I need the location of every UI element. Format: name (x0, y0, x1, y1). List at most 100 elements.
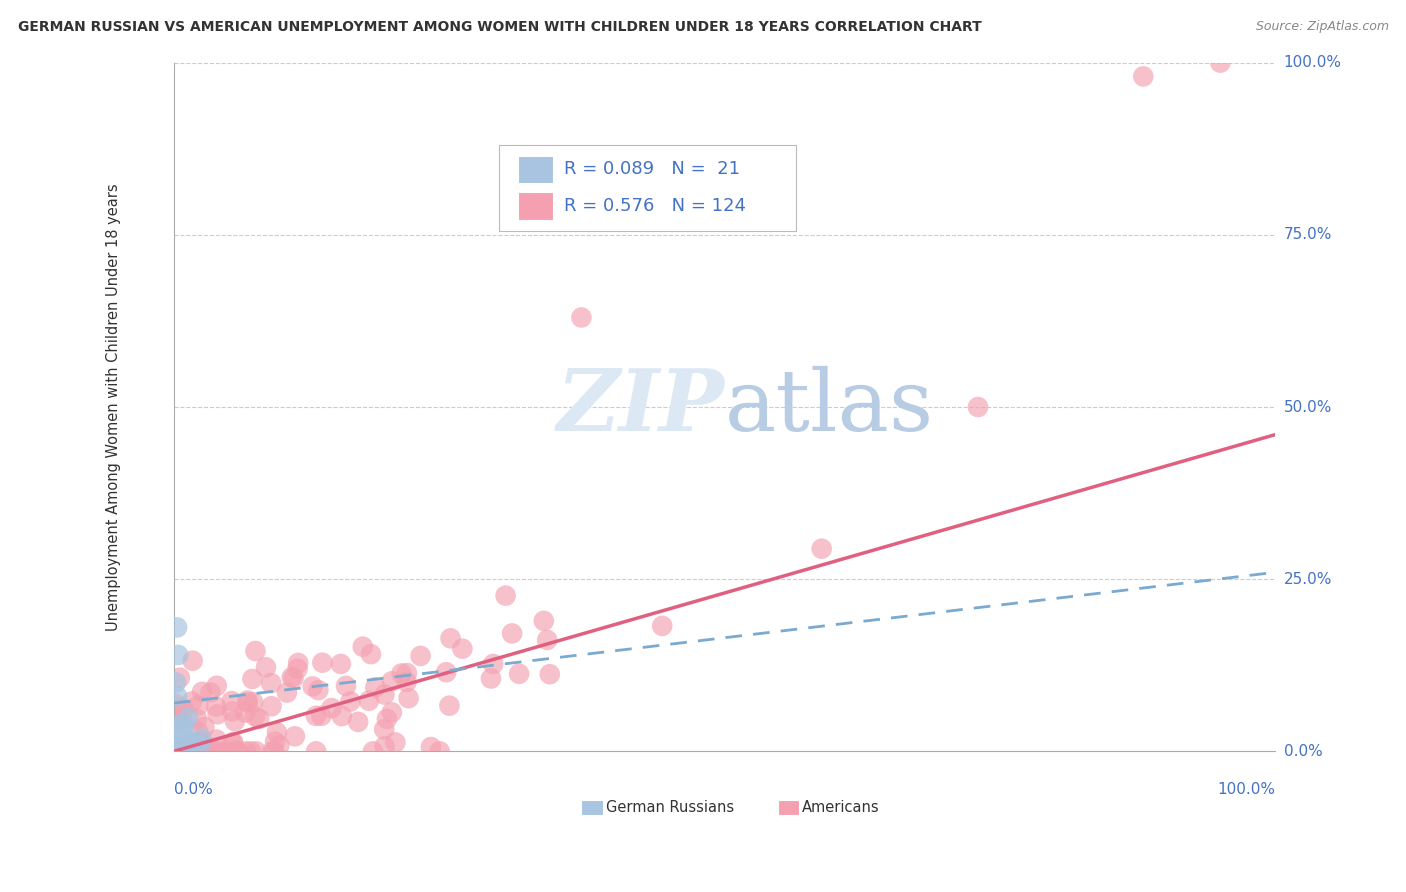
Point (236, 693, 259, 707)
Point (364, 681, 387, 695)
Text: 50.0%: 50.0% (1284, 400, 1331, 415)
Bar (517, 192, 553, 219)
Point (204, 744, 226, 758)
Point (177, 744, 200, 758)
Point (163, 719, 186, 733)
FancyBboxPatch shape (499, 145, 796, 231)
Point (495, 589, 517, 603)
Point (311, 656, 333, 670)
Point (200, 685, 222, 699)
Point (287, 662, 309, 676)
Point (226, 744, 249, 758)
Point (166, 715, 188, 730)
Point (174, 731, 197, 746)
Point (235, 706, 257, 720)
Point (167, 736, 190, 750)
Point (347, 714, 370, 729)
Point (180, 744, 202, 758)
Point (264, 734, 287, 748)
Point (173, 722, 195, 736)
Point (242, 695, 264, 709)
Point (172, 702, 194, 716)
Point (451, 641, 474, 656)
Text: Americans: Americans (801, 799, 879, 814)
Point (434, 665, 457, 680)
Point (276, 685, 298, 699)
Point (176, 739, 198, 754)
Point (212, 744, 235, 758)
Point (187, 698, 209, 713)
Point (243, 709, 266, 723)
Text: Source: ZipAtlas.com: Source: ZipAtlas.com (1256, 20, 1389, 33)
Point (165, 675, 187, 690)
Text: 25.0%: 25.0% (1284, 572, 1331, 587)
Point (242, 672, 264, 686)
Text: GERMAN RUSSIAN VS AMERICAN UNEMPLOYMENT AMONG WOMEN WITH CHILDREN UNDER 18 YEARS: GERMAN RUSSIAN VS AMERICAN UNEMPLOYMENT … (18, 20, 981, 34)
Point (184, 744, 207, 758)
Text: ZIP: ZIP (557, 365, 724, 449)
Point (186, 712, 208, 726)
Text: German Russians: German Russians (606, 799, 734, 814)
Point (167, 648, 190, 662)
Bar (582, 799, 603, 814)
Point (166, 713, 188, 727)
Point (439, 698, 461, 713)
Text: 100.0%: 100.0% (1218, 782, 1275, 797)
Point (173, 744, 195, 758)
Point (330, 709, 353, 723)
Point (501, 626, 523, 640)
Point (181, 744, 204, 758)
Point (170, 743, 193, 757)
Text: 100.0%: 100.0% (1284, 55, 1341, 70)
Text: R = 0.576   N = 124: R = 0.576 N = 124 (564, 197, 745, 215)
Point (357, 694, 380, 708)
Point (165, 729, 187, 743)
Point (165, 697, 187, 711)
Point (538, 667, 561, 681)
Point (163, 739, 186, 754)
Point (305, 709, 328, 723)
Point (190, 738, 212, 752)
Point (395, 666, 418, 681)
Point (339, 694, 361, 708)
Point (205, 732, 228, 747)
Point (187, 725, 209, 739)
Point (181, 654, 204, 668)
Point (236, 696, 259, 710)
Point (167, 744, 190, 758)
Point (245, 744, 267, 758)
Point (301, 680, 323, 694)
Point (191, 685, 214, 699)
Point (193, 720, 215, 734)
Point (177, 711, 200, 725)
Point (281, 670, 304, 684)
Point (191, 743, 214, 757)
Point (221, 694, 243, 708)
Point (409, 648, 432, 663)
Point (163, 744, 186, 758)
Point (235, 744, 257, 758)
Point (373, 688, 395, 702)
Point (187, 736, 209, 750)
Point (221, 705, 243, 719)
Point (374, 739, 396, 754)
Point (222, 737, 245, 751)
Text: 0.0%: 0.0% (1284, 744, 1323, 759)
Point (395, 674, 418, 689)
Point (163, 744, 186, 758)
Point (381, 706, 404, 720)
Point (172, 744, 194, 758)
Point (215, 744, 238, 758)
Point (321, 701, 343, 715)
Point (169, 744, 191, 758)
Point (169, 671, 191, 685)
Point (207, 707, 229, 722)
Point (384, 735, 406, 749)
Point (254, 660, 277, 674)
Point (352, 640, 374, 654)
Point (187, 744, 209, 758)
Point (225, 744, 247, 758)
Point (247, 712, 270, 726)
Point (508, 666, 530, 681)
Point (283, 671, 305, 685)
